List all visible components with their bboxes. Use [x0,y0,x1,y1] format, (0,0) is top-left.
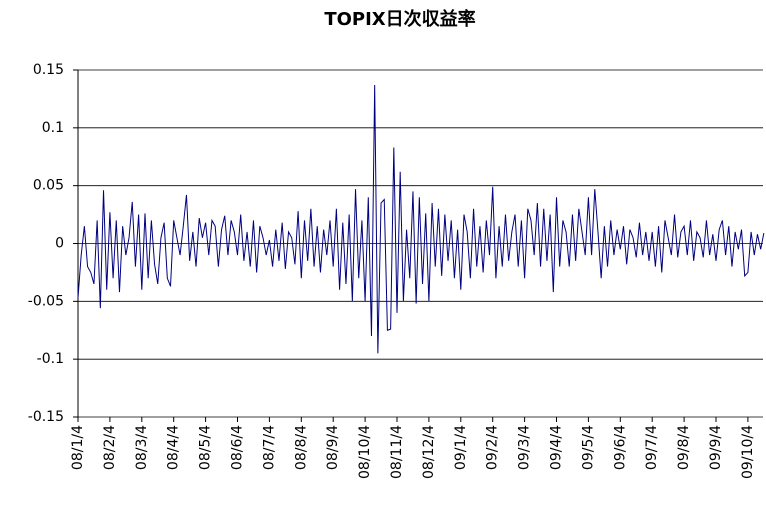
chart-title: TOPIX日次収益率 [324,8,475,30]
y-tick-label: 0.15 [33,62,64,78]
x-tick-label: 08/6/4 [230,425,246,470]
y-tick-label: 0 [55,236,64,252]
x-tick-label: 08/1/4 [70,425,86,470]
x-tick-label: 09/7/4 [644,425,660,470]
x-tick-label: 09/10/4 [740,425,756,479]
x-tick-label: 08/4/4 [166,425,182,470]
x-tick-label: 09/1/4 [453,425,469,470]
x-tick-label: 08/7/4 [261,425,277,470]
x-tick-label: 09/9/4 [708,425,724,470]
x-tick-label: 09/5/4 [580,425,596,470]
x-tick-label: 08/11/4 [389,425,405,479]
y-tick-label: 0.05 [33,178,64,194]
x-tick-label: 08/9/4 [325,425,341,470]
x-tick-label: 09/4/4 [549,425,565,470]
x-tick-label: 09/6/4 [612,425,628,470]
y-tick-label: -0.05 [28,293,64,309]
x-tick-label: 09/2/4 [485,425,501,470]
y-tick-label: 0.1 [42,120,64,136]
x-tick-label: 09/3/4 [517,425,533,470]
x-tick-label: 08/5/4 [198,425,214,470]
y-tick-label: -0.15 [28,409,64,425]
y-tick-label: -0.1 [37,351,64,367]
x-tick-label: 09/8/4 [676,425,692,470]
x-tick-label: 08/8/4 [293,425,309,470]
x-tick-label: 08/3/4 [134,425,150,470]
x-tick-label: 08/2/4 [102,425,118,470]
x-tick-label: 08/10/4 [357,425,373,479]
data-line [77,85,765,354]
x-tick-label: 08/12/4 [421,425,437,479]
